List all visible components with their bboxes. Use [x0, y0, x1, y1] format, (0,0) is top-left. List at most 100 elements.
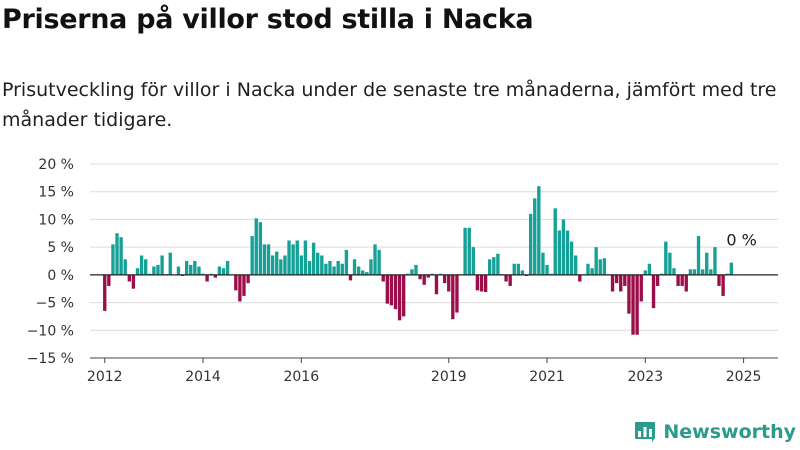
bar: [135, 268, 140, 275]
bar: [402, 274, 406, 317]
bar: [205, 274, 209, 282]
bar: [422, 274, 426, 285]
bar: [328, 261, 332, 275]
bar: [684, 274, 688, 292]
bar: [303, 240, 308, 275]
bar: [475, 274, 480, 291]
y-tick-label: −10 %: [27, 323, 74, 339]
bar: [361, 270, 365, 275]
bar: [569, 241, 574, 275]
bar: [160, 255, 164, 275]
bar: [479, 274, 484, 292]
bar: [311, 242, 316, 275]
brand-logo: Newsworthy: [633, 420, 796, 444]
bar: [594, 247, 598, 275]
bar: [344, 249, 349, 275]
bar: [504, 274, 508, 282]
bar: [279, 259, 283, 275]
bar: [721, 274, 725, 296]
bar: [729, 262, 733, 275]
bar: [115, 233, 119, 275]
bar: [655, 274, 660, 286]
bar: [676, 274, 680, 286]
bar: [631, 274, 635, 335]
bar: [565, 230, 570, 275]
bar: [348, 274, 353, 281]
bar: [123, 259, 127, 275]
bar: [283, 255, 287, 275]
bar: [336, 261, 340, 275]
y-tick-label: 5 %: [47, 240, 74, 256]
bar: [537, 186, 541, 275]
bar: [234, 274, 238, 291]
bar: [176, 266, 181, 275]
bar: [467, 227, 471, 275]
bar: [246, 274, 250, 284]
x-tick-label: 2021: [529, 369, 565, 385]
bar-chart-logo-icon: [635, 422, 656, 442]
gridlines: [90, 163, 778, 359]
bar: [528, 213, 533, 275]
bar: [152, 266, 156, 275]
bar: [668, 252, 672, 275]
bar: [614, 274, 619, 284]
x-tick-label: 2016: [283, 369, 319, 385]
bar: [426, 274, 430, 278]
bar: [324, 263, 328, 275]
bar: [184, 261, 189, 275]
bar: [635, 274, 639, 335]
bar: [139, 255, 144, 275]
x-tick-label: 2012: [87, 369, 123, 385]
bar: [508, 274, 512, 286]
y-tick-label: 20 %: [38, 157, 74, 173]
bar: [365, 272, 369, 275]
bar: [680, 274, 684, 286]
bar: [647, 263, 652, 275]
bar: [520, 270, 525, 275]
bar: [574, 255, 578, 275]
bar: [623, 274, 627, 286]
bar: [578, 274, 582, 282]
bar: [533, 198, 537, 275]
bar: [369, 259, 373, 275]
bar: [287, 240, 291, 275]
bar: [418, 274, 422, 280]
bar: [258, 222, 263, 275]
bar: [270, 255, 275, 275]
bar: [488, 259, 492, 275]
bar: [705, 252, 709, 275]
bar: [320, 255, 324, 275]
x-tick-label: 2025: [726, 369, 762, 385]
bar: [410, 269, 414, 275]
chart-subtitle: Prisutveckling för villor i Nacka under …: [2, 79, 777, 131]
y-axis-tick-labels: −15 % −10 % −5 % 0 % 5 % 10 % 15 % 20 %: [27, 157, 74, 367]
bar: [692, 269, 697, 275]
bar: [447, 274, 451, 292]
bar: [295, 240, 299, 275]
bar: [340, 263, 344, 275]
bar: [144, 259, 148, 275]
bar: [610, 274, 615, 292]
bar: [713, 247, 717, 275]
bar: [639, 274, 643, 302]
bar: [688, 269, 693, 275]
page-title: Priserna på villor stod stilla i Nacka: [2, 4, 534, 35]
bar: [156, 264, 160, 275]
bar: [131, 274, 136, 289]
y-tick-label: 10 %: [38, 212, 74, 228]
bar: [193, 261, 197, 275]
bar: [221, 268, 226, 275]
bar: [111, 244, 115, 275]
bar: [238, 274, 242, 302]
bar: [602, 258, 607, 275]
bar: [356, 266, 361, 275]
x-tick-label: 2019: [431, 369, 467, 385]
bar: [254, 218, 258, 275]
bar: [332, 266, 336, 275]
bar: [586, 263, 590, 275]
bar: [414, 264, 418, 275]
y-tick-label: 15 %: [38, 185, 74, 201]
bar: [672, 268, 676, 275]
bar: [561, 219, 566, 275]
bar: [696, 236, 701, 275]
